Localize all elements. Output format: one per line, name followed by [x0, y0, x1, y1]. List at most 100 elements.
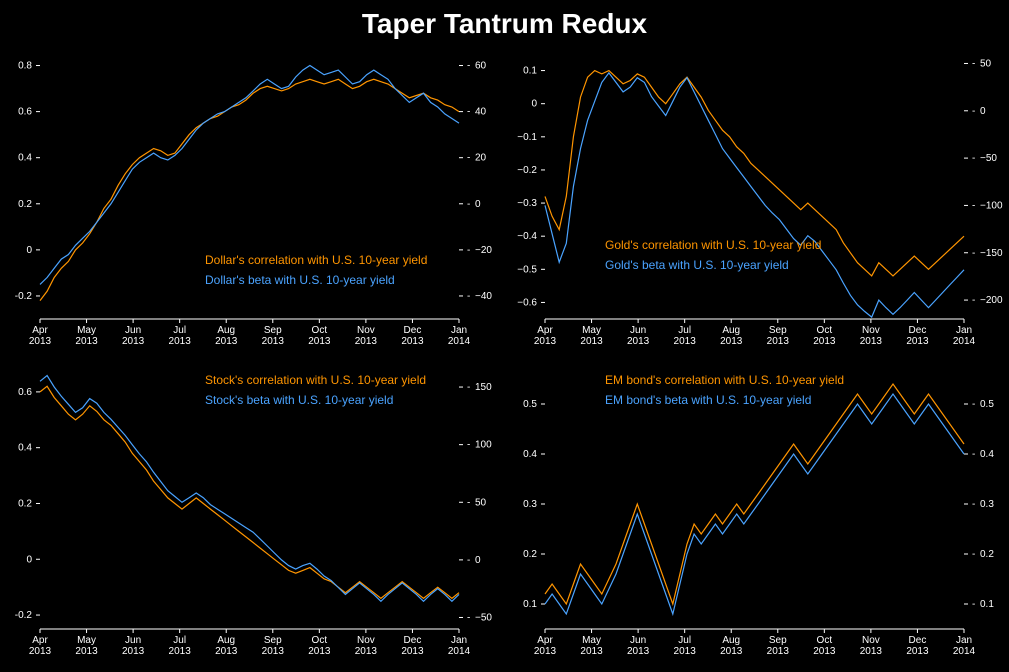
svg-text:2013: 2013: [673, 646, 696, 657]
svg-text:-: -: [467, 153, 470, 164]
svg-text:Aug: Aug: [217, 325, 235, 336]
svg-text:2013: 2013: [401, 646, 424, 657]
svg-text:2013: 2013: [122, 336, 145, 347]
svg-text:0.1: 0.1: [523, 66, 537, 77]
svg-text:2013: 2013: [215, 646, 238, 657]
svg-text:2013: 2013: [766, 646, 789, 657]
svg-text:Dec: Dec: [404, 325, 422, 336]
svg-text:Dec: Dec: [908, 635, 926, 646]
svg-text:Oct: Oct: [312, 325, 328, 336]
svg-text:Jan: Jan: [955, 325, 971, 336]
svg-text:2014: 2014: [952, 646, 975, 657]
svg-text:−0.5: −0.5: [517, 264, 537, 275]
svg-text:0.2: 0.2: [523, 549, 537, 560]
svg-text:2013: 2013: [355, 646, 378, 657]
svg-text:Dec: Dec: [404, 635, 422, 646]
svg-text:Aug: Aug: [217, 635, 235, 646]
svg-text:0.8: 0.8: [18, 61, 32, 72]
svg-text:−50: −50: [980, 153, 997, 164]
svg-text:-: -: [972, 499, 975, 510]
svg-text:Jul: Jul: [678, 325, 691, 336]
svg-text:0.2: 0.2: [18, 199, 32, 210]
svg-text:Dec: Dec: [908, 325, 926, 336]
svg-text:Jul: Jul: [173, 325, 186, 336]
svg-text:−150: −150: [980, 248, 1003, 259]
svg-text:2013: 2013: [533, 336, 556, 347]
svg-text:2013: 2013: [75, 646, 98, 657]
svg-text:0.2: 0.2: [18, 498, 32, 509]
svg-text:2014: 2014: [448, 336, 471, 347]
svg-text:Apr: Apr: [32, 635, 48, 646]
svg-text:0: 0: [531, 99, 537, 110]
panel-dollar: -0.200.20.40.60.8- −40- −20- 0- 20- 40- …: [0, 44, 505, 354]
svg-text:May: May: [77, 635, 96, 646]
svg-text:0.5: 0.5: [523, 399, 537, 410]
svg-text:2014: 2014: [448, 646, 471, 657]
legend-beta: EM bond's beta with U.S. 10-year yield: [605, 393, 811, 407]
svg-text:Jul: Jul: [173, 635, 186, 646]
svg-text:50: 50: [980, 58, 992, 69]
legend-beta: Dollar's beta with U.S. 10-year yield: [205, 273, 395, 287]
svg-text:2013: 2013: [169, 336, 192, 347]
svg-text:2013: 2013: [859, 336, 882, 347]
svg-text:2013: 2013: [533, 646, 556, 657]
svg-text:2014: 2014: [952, 336, 975, 347]
chart-grid: -0.200.20.40.60.8- −40- −20- 0- 20- 40- …: [0, 44, 1009, 664]
svg-text:Sep: Sep: [768, 635, 786, 646]
svg-text:0.4: 0.4: [18, 443, 32, 454]
panel-gold: −0.6−0.5−0.4−0.3−0.2−0.100.1- −200- −150…: [505, 44, 1009, 354]
svg-text:-: -: [467, 497, 470, 508]
svg-text:2013: 2013: [813, 336, 836, 347]
svg-text:2013: 2013: [906, 646, 929, 657]
svg-text:0.4: 0.4: [523, 449, 537, 460]
svg-text:2013: 2013: [813, 646, 836, 657]
svg-text:Jun: Jun: [125, 635, 141, 646]
svg-text:0.3: 0.3: [523, 499, 537, 510]
svg-text:0: 0: [26, 245, 32, 256]
svg-text:Oct: Oct: [816, 635, 832, 646]
svg-text:Jan: Jan: [955, 635, 971, 646]
svg-text:-: -: [467, 612, 470, 623]
svg-text:May: May: [582, 325, 601, 336]
svg-text:May: May: [582, 635, 601, 646]
chart-title: Taper Tantrum Redux: [0, 0, 1009, 44]
svg-text:0.1: 0.1: [523, 599, 537, 610]
legend-correlation: Dollar's correlation with U.S. 10-year y…: [205, 253, 427, 267]
panel-embond: 0.10.20.30.40.5- 0.1- 0.2- 0.3- 0.4- 0.5…: [505, 354, 1009, 664]
legend-beta: Stock's beta with U.S. 10-year yield: [205, 393, 393, 407]
svg-text:0.4: 0.4: [18, 153, 32, 164]
svg-text:−0.1: −0.1: [517, 132, 537, 143]
svg-text:Aug: Aug: [722, 635, 740, 646]
svg-text:Jun: Jun: [630, 325, 646, 336]
panel-stock: -0.200.20.40.6- −50- 0- 50- 100- 150Apr2…: [0, 354, 505, 664]
svg-text:−20: −20: [475, 245, 492, 256]
svg-text:0.4: 0.4: [980, 449, 994, 460]
svg-text:150: 150: [475, 382, 492, 393]
svg-text:Sep: Sep: [264, 325, 282, 336]
svg-text:0: 0: [980, 106, 986, 117]
svg-text:-: -: [972, 549, 975, 560]
svg-text:2013: 2013: [720, 646, 743, 657]
svg-text:2013: 2013: [626, 646, 649, 657]
svg-text:-: -: [972, 248, 975, 259]
svg-text:0: 0: [26, 554, 32, 565]
svg-text:Jan: Jan: [451, 325, 467, 336]
svg-text:2013: 2013: [29, 336, 52, 347]
svg-text:2013: 2013: [401, 336, 424, 347]
svg-text:Apr: Apr: [537, 325, 553, 336]
svg-text:-: -: [972, 399, 975, 410]
svg-text:2013: 2013: [122, 646, 145, 657]
svg-text:100: 100: [475, 440, 492, 451]
svg-text:-: -: [467, 245, 470, 256]
svg-text:−0.4: −0.4: [517, 231, 537, 242]
svg-text:50: 50: [475, 497, 487, 508]
svg-text:2013: 2013: [75, 336, 98, 347]
svg-text:0: 0: [475, 199, 481, 210]
svg-text:-: -: [467, 555, 470, 566]
svg-text:2013: 2013: [355, 336, 378, 347]
legend-beta: Gold's beta with U.S. 10-year yield: [605, 258, 789, 272]
legend-correlation: Gold's correlation with U.S. 10-year yie…: [605, 238, 821, 252]
svg-text:20: 20: [475, 153, 487, 164]
svg-text:−200: −200: [980, 295, 1003, 306]
svg-text:−0.3: −0.3: [517, 198, 537, 209]
